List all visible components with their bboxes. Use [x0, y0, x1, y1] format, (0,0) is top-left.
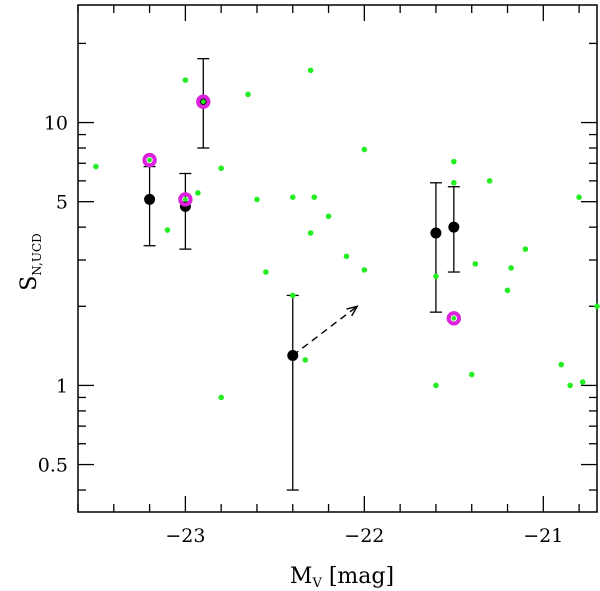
- y-tick-label: 10: [44, 113, 68, 135]
- magenta-ring-point: [446, 311, 462, 326]
- green-data-point: [451, 158, 457, 165]
- green-data-point: [311, 194, 318, 201]
- green-data-point: [451, 179, 457, 186]
- magenta-ring-center: [200, 99, 206, 105]
- green-data-point: [289, 194, 296, 201]
- magenta-ring-point: [178, 192, 193, 207]
- green-data-point: [182, 77, 189, 83]
- green-data-point: [289, 292, 296, 299]
- green-data-point: [263, 269, 269, 275]
- green-data-point: [245, 91, 251, 98]
- green-data-point: [302, 357, 309, 363]
- black-data-point: [287, 349, 299, 361]
- green-data-point: [433, 382, 439, 389]
- x-tick-label: −21: [523, 525, 563, 547]
- green-data-point: [594, 303, 600, 310]
- green-data-point: [93, 163, 99, 170]
- green-data-point: [307, 67, 314, 74]
- green-data-point: [576, 194, 582, 201]
- green-data-point: [558, 361, 565, 368]
- axis-ticks: [77, 5, 597, 512]
- green-data-point: [307, 230, 314, 236]
- axis-tick-labels: −23 −22 −21 0.5 1 5 10: [38, 113, 564, 547]
- green-data-point: [522, 246, 529, 252]
- green-data-point: [325, 213, 332, 220]
- green-data-point: [361, 267, 368, 273]
- green-data-point: [508, 265, 514, 271]
- green-data-point: [218, 165, 224, 172]
- black-data-point: [430, 227, 442, 239]
- y-axis-label: SN,UCD: [17, 233, 44, 291]
- plot-area: [93, 58, 600, 491]
- magenta-ring-point: [142, 152, 157, 168]
- magenta-ring-point: [196, 94, 211, 109]
- y-tick-label: 5: [56, 192, 68, 214]
- magenta-ring-center: [451, 315, 457, 321]
- green-data-point: [218, 394, 224, 401]
- dashed-arrow-line: [292, 305, 358, 357]
- x-tick-label: −23: [165, 525, 205, 547]
- green-data-point: [486, 178, 493, 184]
- green-data-point: [195, 190, 201, 196]
- plot-frame: [77, 4, 598, 513]
- x-axis-label: MV [mag]: [290, 564, 394, 591]
- green-data-point: [468, 371, 475, 378]
- green-data-point: [361, 146, 368, 153]
- green-data-point: [472, 261, 479, 267]
- black-data-point: [448, 221, 460, 233]
- green-data-point: [504, 287, 511, 294]
- green-data-point: [567, 382, 573, 389]
- green-data-point: [164, 227, 171, 233]
- dashed-arrow-head: [346, 305, 359, 317]
- green-data-point: [579, 379, 586, 385]
- y-tick-label: 0.5: [38, 455, 68, 477]
- y-tick-label: 1: [56, 375, 68, 397]
- green-data-point: [433, 273, 439, 280]
- magenta-ring-center: [147, 157, 152, 163]
- green-data-point: [343, 253, 350, 260]
- black-data-point: [144, 193, 156, 205]
- green-data-point: [254, 196, 260, 203]
- x-tick-label: −22: [344, 525, 384, 547]
- magenta-ring-center: [182, 197, 188, 202]
